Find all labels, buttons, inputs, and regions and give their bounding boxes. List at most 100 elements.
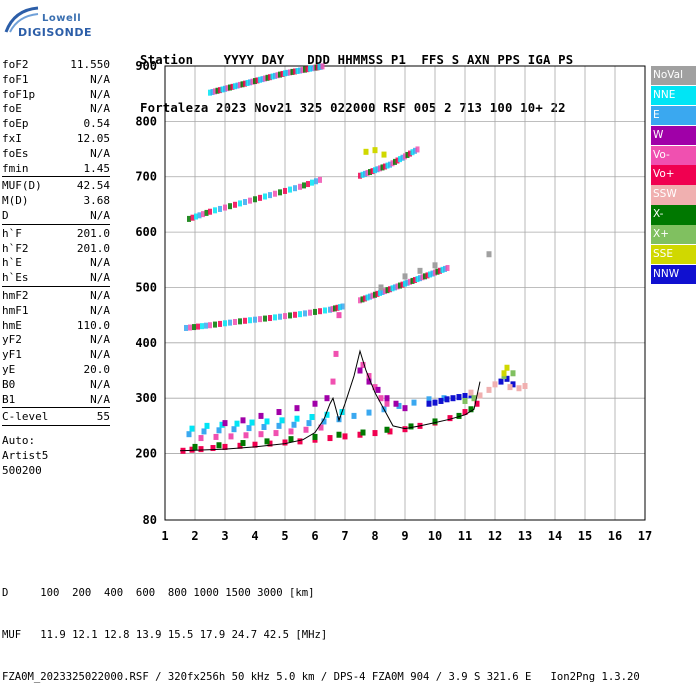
echo-band-point bbox=[428, 271, 432, 278]
echo-band-point bbox=[313, 308, 317, 315]
echo-point bbox=[486, 386, 492, 393]
echo-band-point bbox=[380, 289, 385, 295]
param-row: hmE 110.0 bbox=[2, 319, 110, 334]
echo-band-point bbox=[383, 163, 387, 170]
echo-band-point bbox=[258, 76, 262, 83]
echo-band-point bbox=[253, 196, 257, 203]
echo-point bbox=[198, 446, 204, 453]
param-group: foF2 11.550 foF1 N/A foF1p N/A foE N/A foEp 0.54 f… bbox=[2, 58, 111, 178]
param-value: 55 bbox=[96, 410, 110, 424]
param-group: hmF2 N/A hmF1 N/A hmE 110.0 yF2 N/A yF1 N/A yE 20.0… bbox=[2, 289, 110, 409]
echo-point bbox=[456, 412, 462, 419]
echo-band-point bbox=[363, 170, 367, 177]
echo-band-point bbox=[375, 166, 380, 173]
param-group: C-level 55 bbox=[2, 410, 110, 427]
echo-band-point bbox=[318, 308, 322, 315]
echo-point bbox=[477, 392, 483, 399]
x-tick-label: 17 bbox=[638, 529, 652, 543]
echo-band-point bbox=[223, 204, 227, 211]
echo-point bbox=[432, 399, 438, 406]
param-row: MUF(D) 42.54 bbox=[2, 179, 110, 194]
echo-band-point bbox=[385, 287, 390, 294]
param-row: fxI 12.05 bbox=[2, 132, 110, 147]
param-row: foEs N/A bbox=[2, 147, 110, 162]
echo-band-point bbox=[235, 82, 240, 89]
echo-band-point bbox=[233, 83, 237, 90]
echo-point bbox=[258, 412, 264, 419]
logo-lowell-text: Lowell bbox=[42, 13, 82, 24]
autoscaling-info: 500200 bbox=[2, 463, 42, 477]
echo-band-point bbox=[295, 67, 300, 74]
x-tick-label: 1 bbox=[161, 529, 168, 543]
echo-point bbox=[288, 428, 294, 435]
param-row: foF2 11.550 bbox=[2, 58, 110, 73]
echo-band-point bbox=[415, 146, 420, 153]
echo-band-point bbox=[223, 85, 227, 92]
echo-band-point bbox=[243, 317, 247, 324]
echo-band-point bbox=[248, 197, 252, 204]
echo-point bbox=[402, 405, 408, 412]
param-value: 201.0 bbox=[76, 226, 110, 240]
echo-point bbox=[213, 433, 219, 440]
param-value: N/A bbox=[90, 208, 110, 222]
echo-band-point bbox=[208, 322, 212, 329]
echo-band-point bbox=[365, 294, 370, 301]
echo-band-point bbox=[213, 207, 217, 214]
y-tick-label: 700 bbox=[135, 170, 157, 184]
param-value: N/A bbox=[90, 87, 110, 101]
param-name: foEp bbox=[2, 117, 29, 131]
echo-band-point bbox=[270, 73, 275, 80]
echo-band-point bbox=[201, 211, 205, 218]
echo-band-point bbox=[383, 288, 387, 295]
echo-band-point bbox=[302, 182, 306, 189]
param-value: N/A bbox=[90, 146, 110, 160]
echo-band-point bbox=[230, 83, 235, 90]
echo-band-point bbox=[410, 149, 415, 156]
echo-band-point bbox=[435, 268, 440, 275]
echo-band-point bbox=[310, 65, 315, 72]
echo-band-point bbox=[405, 151, 410, 158]
y-tick-label: 200 bbox=[135, 447, 157, 461]
echo-band-point bbox=[273, 190, 277, 197]
echo-band-point bbox=[188, 324, 192, 331]
echo-band-point bbox=[378, 165, 382, 172]
param-name: hmF1 bbox=[2, 303, 29, 317]
echo-band-point bbox=[430, 270, 435, 277]
echo-band-point bbox=[220, 86, 225, 93]
echo-band-point bbox=[333, 305, 337, 312]
echo-point bbox=[216, 427, 222, 434]
echo-band-point bbox=[225, 85, 230, 92]
echo-band-point bbox=[218, 87, 222, 94]
echo-band-point bbox=[305, 66, 310, 73]
echo-point bbox=[417, 267, 423, 274]
legend-item-vo-: Vo- bbox=[651, 145, 696, 165]
echo-band-point bbox=[373, 291, 377, 298]
echo-point bbox=[279, 417, 285, 424]
y-tick-label: 600 bbox=[135, 225, 157, 239]
param-name: h`F2 bbox=[2, 241, 29, 255]
echo-band-point bbox=[398, 282, 402, 289]
echo-band-point bbox=[196, 323, 200, 330]
echo-point bbox=[312, 400, 318, 407]
param-name: yE bbox=[2, 362, 16, 376]
echo-point bbox=[426, 396, 432, 403]
echo-point bbox=[504, 364, 510, 371]
echo-band-point bbox=[210, 89, 215, 96]
echo-point bbox=[189, 446, 195, 453]
legend-item-nnw: NNW bbox=[651, 264, 696, 285]
param-value: 0.54 bbox=[83, 117, 111, 131]
echo-point bbox=[201, 428, 207, 435]
echo-band-point bbox=[192, 324, 196, 331]
echo-band-point bbox=[258, 316, 262, 323]
echo-band-point bbox=[323, 307, 327, 314]
echo-point bbox=[264, 418, 270, 425]
echo-point bbox=[228, 433, 234, 440]
echo-band-point bbox=[330, 306, 335, 313]
param-row: h`F2 201.0 bbox=[2, 242, 110, 257]
echo-band-point bbox=[223, 320, 227, 327]
param-row: B0 N/A bbox=[2, 378, 110, 393]
echo-band-point bbox=[243, 80, 247, 87]
echo-band-point bbox=[358, 297, 362, 304]
echo-band-point bbox=[400, 281, 405, 288]
param-name: fmin bbox=[2, 161, 29, 175]
